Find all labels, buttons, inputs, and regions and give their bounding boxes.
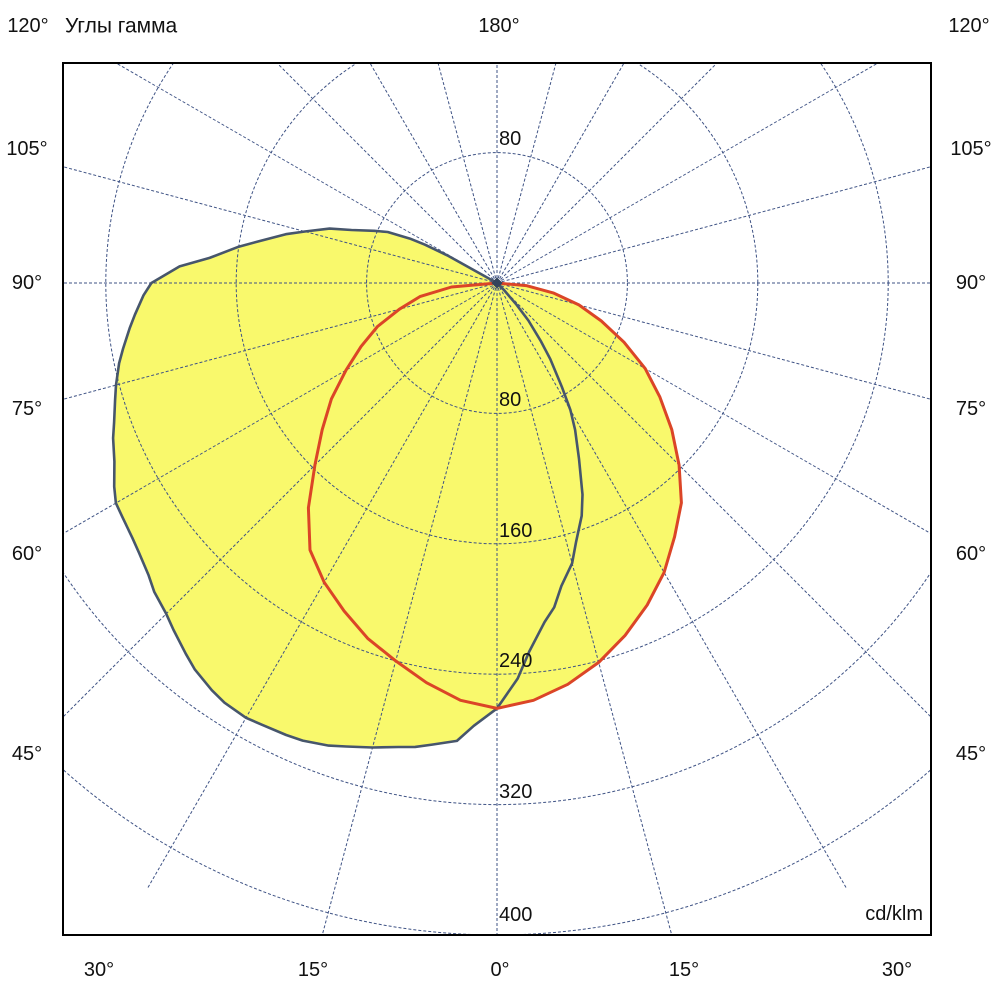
gamma-label-bottom-1: 15° xyxy=(298,959,328,981)
gamma-ray-75 xyxy=(496,282,931,400)
gamma-ray-240 xyxy=(114,63,498,284)
curve-c90-c270 xyxy=(306,281,683,710)
gamma-ray-15 xyxy=(496,282,673,935)
gamma-ray-225 xyxy=(276,63,498,284)
gamma-ray-105 xyxy=(496,166,931,284)
radial-tick-1-80: 80 xyxy=(499,389,521,411)
pole-marker xyxy=(491,277,503,289)
chart-title: Углы гамма xyxy=(65,15,178,38)
gamma-ray-45 xyxy=(496,282,931,718)
gamma-label-left-60: 60° xyxy=(12,543,42,565)
gamma-ray-120 xyxy=(496,63,880,284)
gamma-label-top-2: 120° xyxy=(948,15,989,37)
gamma-label-bottom-0: 30° xyxy=(84,959,114,981)
gamma-label-right-90: 90° xyxy=(956,272,986,294)
gamma-label-left-105: 105° xyxy=(6,138,47,160)
radial-tick-0-80: 80 xyxy=(499,128,521,150)
gamma-label-right-60: 60° xyxy=(956,543,986,565)
gamma-ray-195 xyxy=(437,63,498,284)
gamma-label-bottom-2: 0° xyxy=(490,959,509,981)
radial-tick-5-400: 400 xyxy=(499,904,532,926)
gamma-ray-30 xyxy=(496,282,848,890)
gamma-label-left-45: 45° xyxy=(12,743,42,765)
radial-tick-2-160: 160 xyxy=(499,520,532,542)
gamma-label-bottom-3: 15° xyxy=(669,959,699,981)
gamma-label-right-105: 105° xyxy=(950,138,991,160)
gamma-label-right-45: 45° xyxy=(956,743,986,765)
gamma-label-top-1: 180° xyxy=(478,15,519,37)
gamma-ray-330 xyxy=(146,282,498,890)
radial-tick-4-320: 320 xyxy=(499,781,532,803)
light-distribution-fill xyxy=(113,228,682,748)
radial-tick-3-240: 240 xyxy=(499,650,532,672)
gamma-ray-285 xyxy=(63,282,498,400)
gamma-ray-210 xyxy=(369,63,498,284)
gamma-label-left-75: 75° xyxy=(12,398,42,420)
gamma-ray-60 xyxy=(496,282,931,535)
gamma-ray-165 xyxy=(496,63,557,284)
gamma-label-right-75: 75° xyxy=(956,398,986,420)
gamma-ray-315 xyxy=(63,282,498,718)
unit-label: cd/klm xyxy=(865,903,923,925)
gamma-ray-135 xyxy=(496,63,718,284)
gamma-ray-255 xyxy=(63,166,498,284)
gamma-ray-345 xyxy=(321,282,498,935)
gamma-ray-300 xyxy=(63,282,498,535)
curve-c0-c180 xyxy=(111,227,584,749)
plot-border xyxy=(62,62,932,936)
gamma-label-bottom-4: 30° xyxy=(882,959,912,981)
gamma-label-left-90: 90° xyxy=(12,272,42,294)
gamma-ray-150 xyxy=(496,63,625,284)
gamma-label-top-0: 120° xyxy=(7,15,48,37)
